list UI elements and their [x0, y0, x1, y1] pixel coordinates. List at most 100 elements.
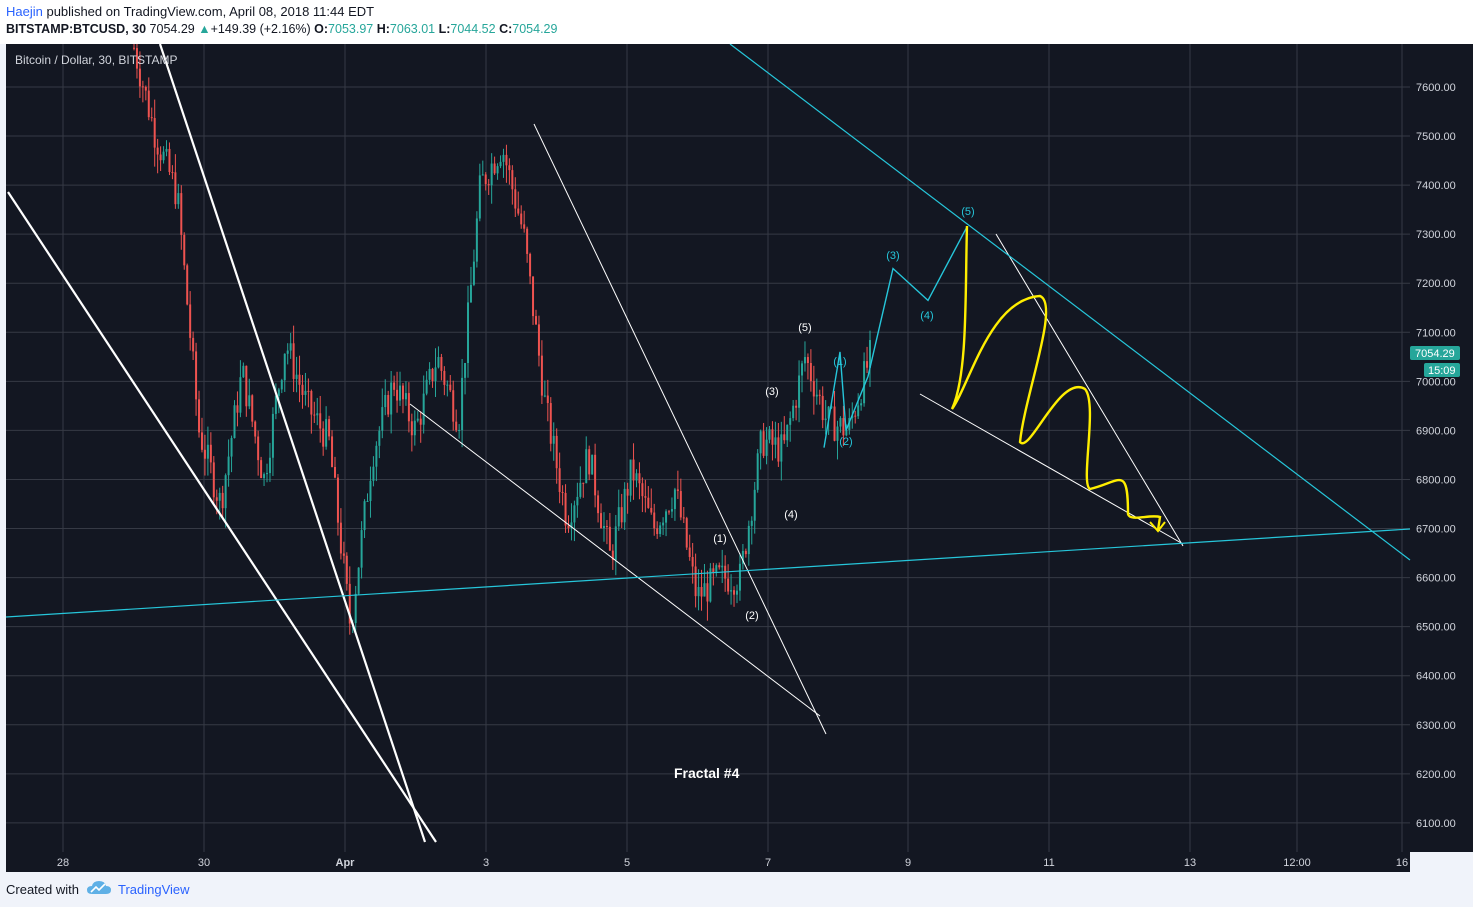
tradingview-link[interactable]: TradingView [118, 882, 190, 897]
candle-body [354, 593, 357, 623]
time-tick-label: 28 [57, 857, 69, 869]
candle-body [552, 435, 555, 444]
candle-body [733, 590, 736, 595]
candle-body [774, 437, 777, 445]
publish-line: Haejin published on TradingView.com, Apr… [6, 4, 374, 19]
time-tick-label: 5 [624, 857, 630, 869]
candle-body [254, 421, 257, 437]
candle-body [777, 437, 780, 462]
candle-body [266, 473, 269, 475]
candle-body [416, 418, 419, 421]
time-tick-label: 3 [483, 857, 489, 869]
header-bar: Haejin published on TradingView.com, Apr… [0, 0, 1473, 44]
candle-body [647, 497, 650, 508]
candle-body [688, 547, 691, 557]
high-label: H: [376, 22, 390, 36]
candle-body [236, 405, 239, 413]
candle-body [159, 154, 162, 161]
candle-body [242, 365, 245, 378]
candle-body [396, 389, 399, 401]
price-tick-label: 7600.00 [1416, 82, 1456, 94]
candle-body [827, 406, 830, 419]
time-tick-label: 7 [765, 857, 771, 869]
candle-body [620, 507, 623, 523]
candle-body [659, 525, 662, 534]
candle-body [588, 449, 591, 475]
candle-body [759, 431, 762, 454]
candle-body [135, 48, 138, 69]
tradingview-cloud-icon[interactable] [86, 880, 112, 896]
candle-body [529, 253, 532, 277]
candle-body [268, 457, 271, 474]
candle-body [177, 193, 180, 205]
candle-body [534, 316, 537, 325]
candle-body [180, 193, 183, 235]
candle-body [629, 459, 632, 496]
candle-body [543, 395, 546, 397]
candle-body [455, 421, 458, 431]
trendline-channel-upper [533, 123, 827, 735]
candle-body [209, 444, 212, 463]
candle-body [537, 324, 540, 356]
candle-body [783, 434, 786, 441]
candle-body [446, 384, 449, 386]
candle-body [786, 424, 789, 441]
candle-body [233, 405, 236, 439]
price-chart[interactable]: (1)(2)(3)(4)(5)(1)(2)(3)(4)(5) 7600.0075… [0, 44, 1473, 872]
candle-body [762, 431, 765, 456]
candle-body [422, 393, 425, 425]
candle-body [328, 419, 331, 437]
candle-body [449, 384, 452, 391]
candle-body [481, 174, 484, 176]
candle-body [668, 511, 671, 513]
open-value: 7053.97 [328, 22, 374, 36]
candle-body [576, 496, 579, 506]
candle-body [812, 381, 815, 397]
symbol-label: BITSTAMP:BTCUSD, 30 [6, 22, 147, 36]
time-axis[interactable] [6, 852, 1410, 872]
candle-body [304, 390, 307, 395]
candle-body [360, 530, 363, 568]
candle-body [567, 525, 570, 529]
candle-body [336, 477, 339, 523]
candle-body [806, 357, 809, 363]
candle-body [263, 474, 266, 479]
candle-body [854, 415, 857, 417]
candle-body [452, 390, 455, 422]
price-tick-label: 7200.00 [1416, 278, 1456, 290]
candle-body [366, 501, 369, 503]
candle-body [277, 389, 280, 396]
candle-body [195, 351, 198, 400]
candle-body [425, 379, 428, 394]
candle-body [656, 528, 659, 534]
candle-body [165, 148, 168, 152]
author-link[interactable]: Haejin [6, 4, 43, 19]
candle-body [514, 189, 517, 209]
candle-body [218, 492, 221, 501]
candle-body [665, 511, 668, 523]
candle-body [824, 418, 827, 421]
price-tick-label: 6500.00 [1416, 622, 1456, 634]
candle-body [818, 394, 821, 396]
candle-body [700, 586, 703, 597]
candle-body [564, 492, 567, 526]
candle-body [679, 491, 682, 518]
trendline-wedge-upper [995, 233, 1184, 547]
candle-body [520, 213, 523, 225]
plot-area[interactable] [6, 44, 1410, 852]
candle-body [428, 368, 431, 380]
candle-body [381, 407, 384, 431]
candle-body [839, 418, 842, 427]
candle-body [390, 382, 393, 415]
price-axis[interactable] [1410, 44, 1473, 852]
candle-body [375, 445, 378, 467]
candle-body [611, 550, 614, 561]
candle-body [378, 430, 381, 446]
candle-body [585, 449, 588, 484]
candle-body [526, 228, 529, 254]
chart-title: Bitcoin / Dollar, 30, BITSTAMP [15, 53, 178, 67]
candle-body [798, 375, 801, 408]
trendline-cyan-support [5, 528, 1411, 618]
candle-body [357, 567, 360, 594]
low-label: L: [438, 22, 451, 36]
